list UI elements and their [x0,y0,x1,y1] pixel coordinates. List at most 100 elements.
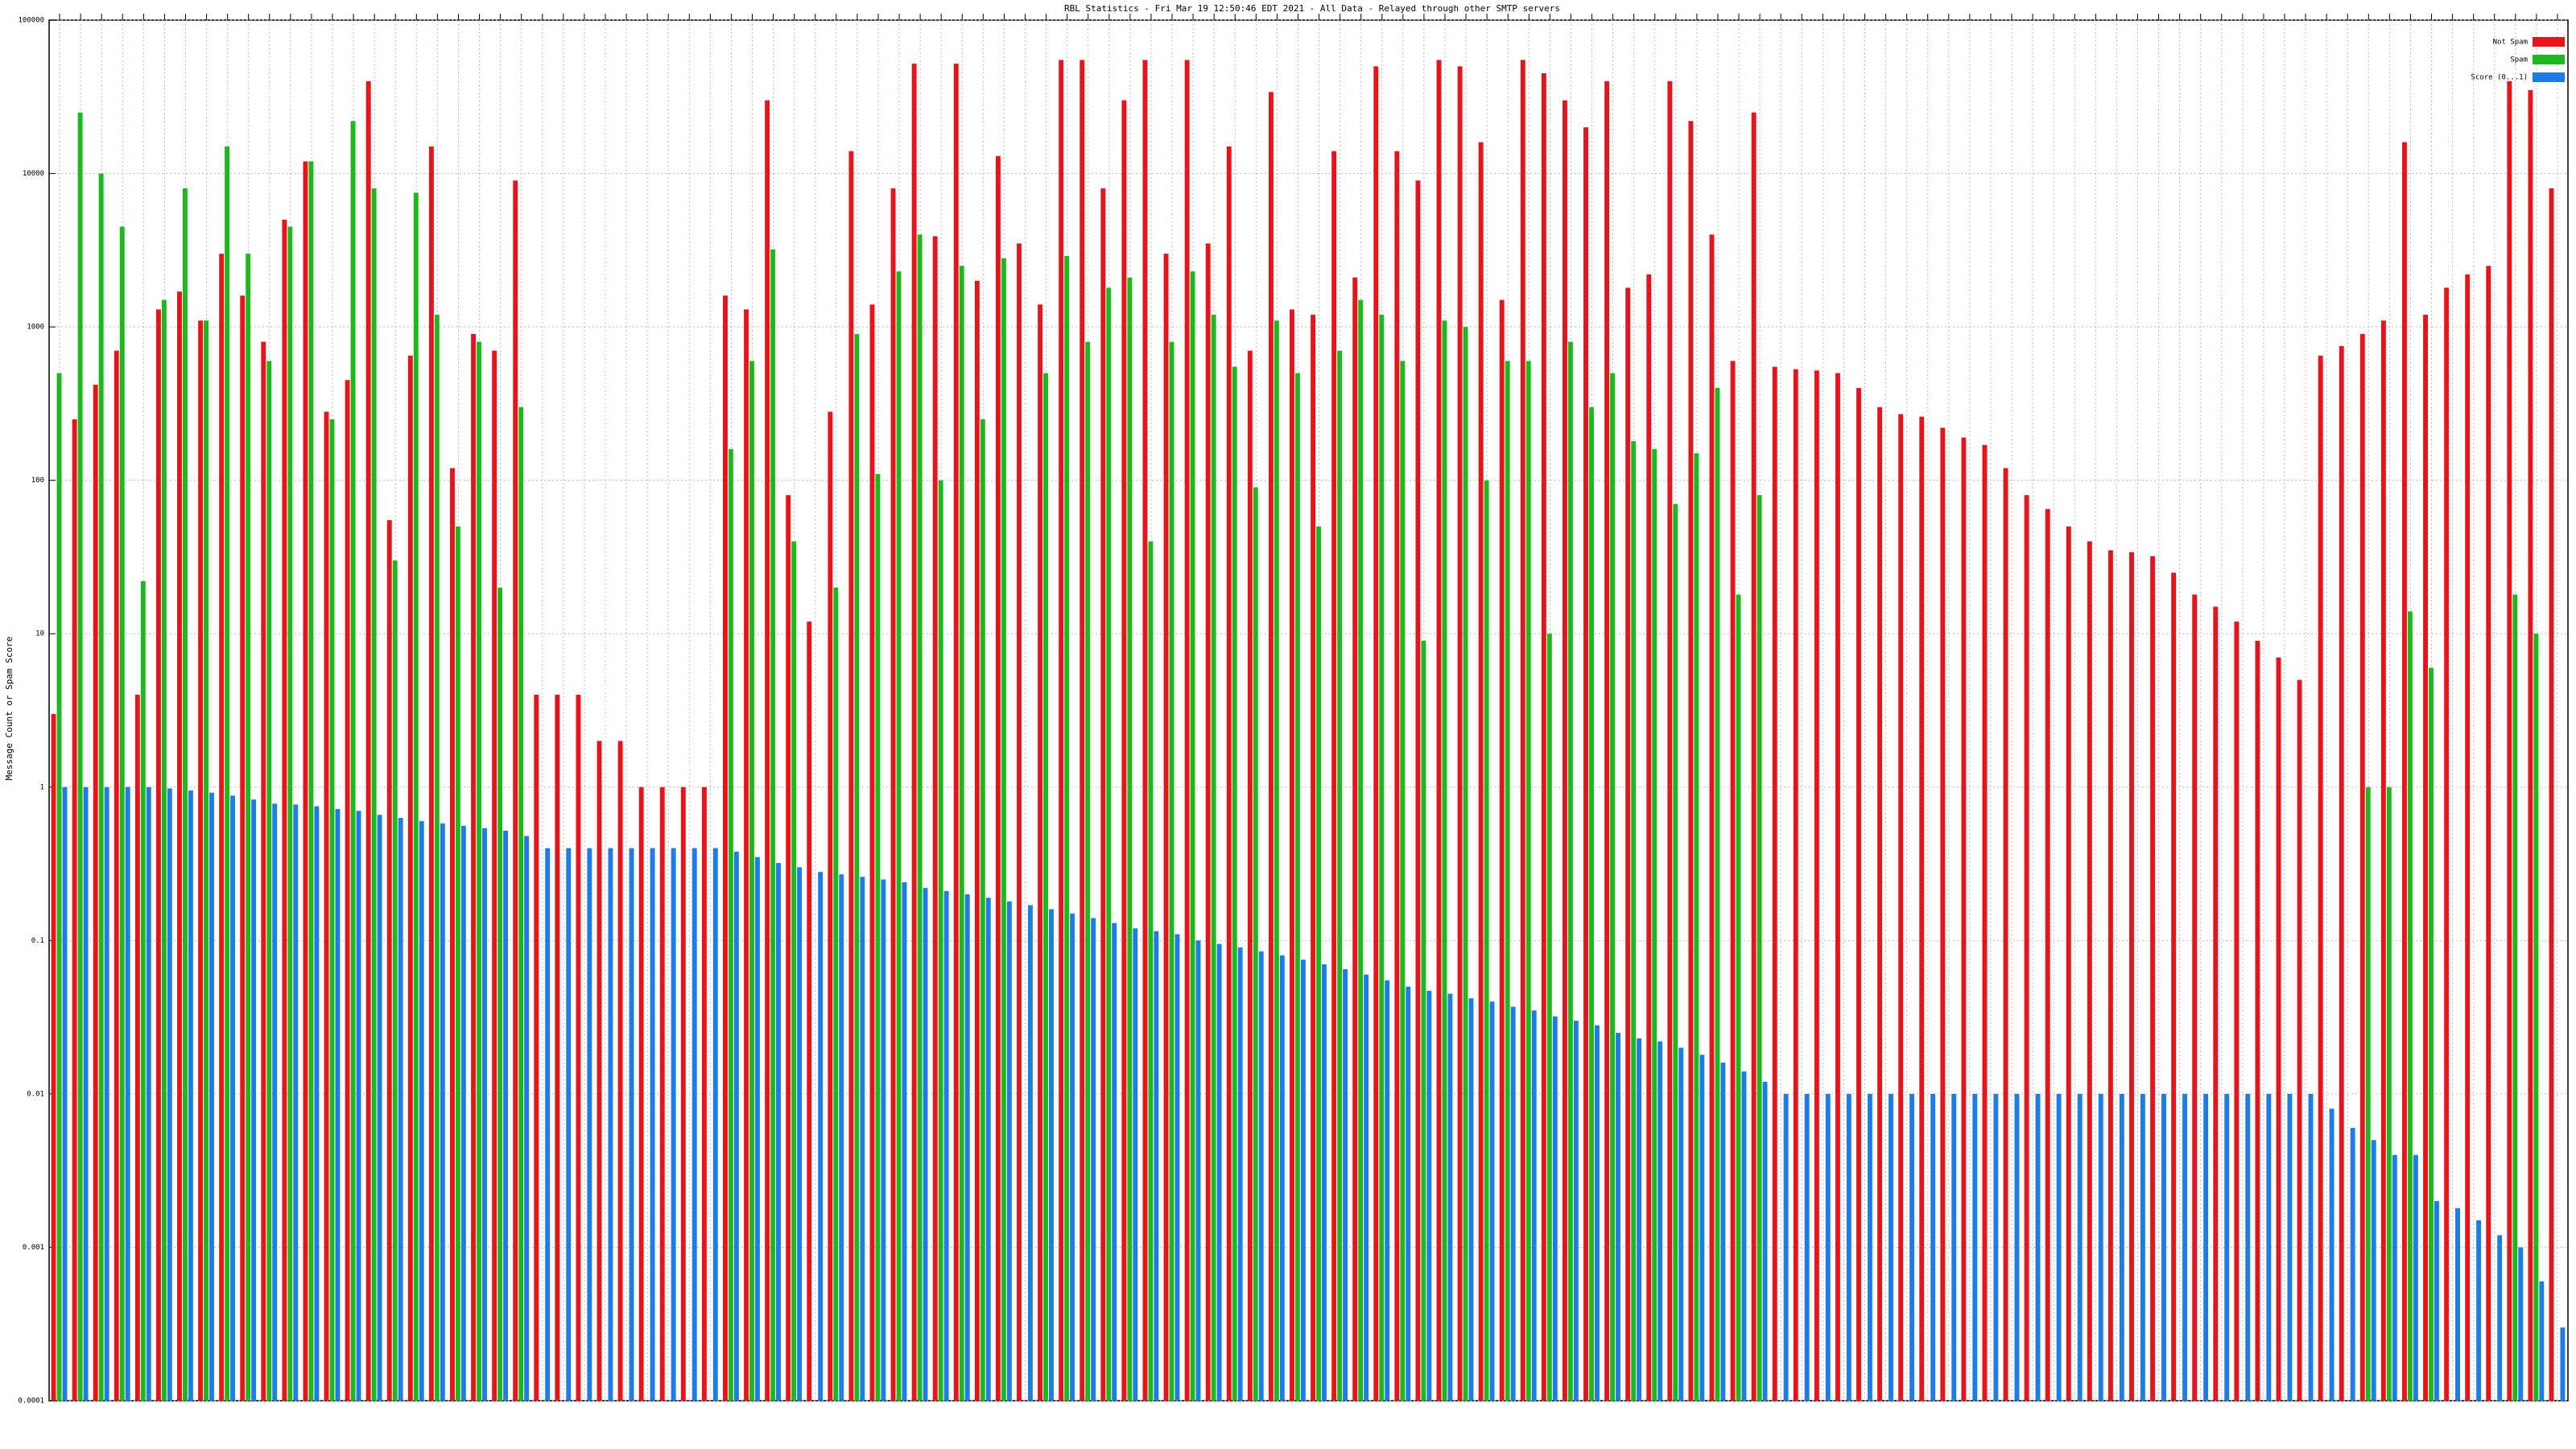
bar [1379,315,1385,1401]
bar [1694,453,1699,1401]
y-tick-label: 10000 [23,170,44,178]
bar [1337,350,1343,1401]
chart-title: RBL Statistics - Fri Mar 19 12:50:46 EDT… [1064,3,1560,14]
bar [1631,441,1637,1401]
bar [650,848,655,1401]
bar [167,788,172,1401]
bar [1919,416,1925,1401]
bar [744,309,749,1401]
bar [1400,361,1406,1401]
legend-swatch [2533,72,2565,82]
bar [1091,918,1096,1401]
bar [1436,60,1442,1401]
bar [985,898,991,1401]
bar [2549,188,2554,1401]
bar [1394,151,1400,1401]
bar [1373,66,1379,1402]
bar [2297,679,2302,1401]
bar [1673,504,1678,1401]
bar [770,249,776,1401]
bar [471,333,477,1401]
bar [2024,495,2029,1401]
bar [791,541,797,1401]
bar [754,857,760,1401]
bar [407,355,413,1402]
bar [219,254,225,1401]
bar [2255,640,2260,1401]
bar [1567,341,1573,1401]
bar [503,830,508,1401]
bar [1059,60,1064,1401]
bar [1678,1047,1684,1401]
bar [2455,1208,2460,1401]
bar [1127,277,1133,1401]
bar [440,823,445,1401]
bar [902,881,907,1401]
bar [204,320,208,1401]
bar [1258,951,1264,1401]
bar [2287,1093,2293,1401]
bar [2119,1093,2124,1401]
bar [797,867,803,1401]
bar [225,147,230,1402]
y-tick-label: 100000 [18,17,44,25]
bar [2339,345,2344,1401]
legend-label: Not Spam [2493,39,2528,47]
bar [2035,1093,2041,1401]
bar [786,495,791,1401]
bar [839,874,844,1401]
bar [1426,990,1432,1401]
bar [1583,127,1588,1401]
bar [492,350,497,1401]
bar [923,888,928,1401]
bar [2507,80,2512,1401]
bar [2077,1093,2083,1401]
bar [2429,667,2434,1401]
bar [2465,274,2471,1401]
bar [932,236,938,1401]
bar [723,295,728,1402]
bar [419,821,424,1401]
bar [83,786,89,1401]
bar [2224,1093,2230,1401]
y-tick-label: 0.001 [23,1244,44,1252]
bar [2512,594,2518,1401]
bar [1825,1093,1831,1401]
bar [943,890,949,1401]
bar [964,894,970,1401]
bar [1001,258,1006,1402]
bar [134,695,140,1401]
bar [1085,341,1091,1401]
bar [1667,80,1673,1401]
bar [1290,309,1294,1401]
bar [807,621,812,1401]
bar [1142,60,1148,1401]
bar [2497,1235,2503,1401]
bar [1247,350,1253,1401]
bar [460,825,466,1401]
bar [1846,1093,1852,1401]
bar [1279,955,1285,1401]
bar [2560,1327,2566,1401]
bar [1541,73,1546,1402]
bar [1720,1062,1726,1401]
bar [1352,277,1358,1401]
bar [1463,327,1468,1402]
bar [282,219,287,1402]
bar [1993,1093,1999,1401]
bar [980,419,985,1402]
bar [287,226,293,1402]
bar [2329,1108,2334,1401]
bar [1343,968,1348,1401]
bar [246,254,251,1401]
bar [1006,901,1012,1401]
bar [1757,495,1762,1401]
bar [1961,437,1967,1402]
bar [890,188,896,1401]
bar [1190,271,1195,1401]
y-tick-label: 100 [31,477,44,485]
bar [1688,121,1694,1401]
bar [848,151,854,1401]
bar [161,299,167,1402]
